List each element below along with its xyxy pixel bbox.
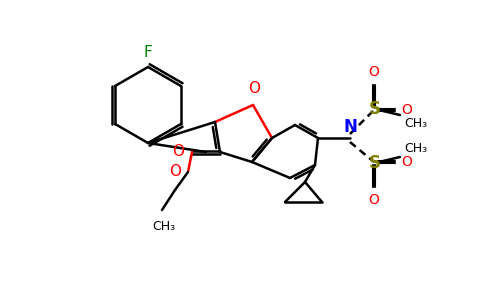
Text: O: O [248,81,260,96]
Text: O: O [169,164,181,179]
Text: O: O [401,155,412,169]
Text: CH₃: CH₃ [404,117,427,130]
Text: N: N [343,118,357,136]
Text: S: S [369,100,381,118]
Text: O: O [368,65,379,79]
Text: O: O [368,193,379,207]
Text: CH₃: CH₃ [152,220,176,233]
Text: CH₃: CH₃ [404,142,427,155]
Text: F: F [144,45,152,60]
Text: O: O [401,103,412,117]
Text: O: O [172,145,184,160]
Text: S: S [369,154,381,172]
